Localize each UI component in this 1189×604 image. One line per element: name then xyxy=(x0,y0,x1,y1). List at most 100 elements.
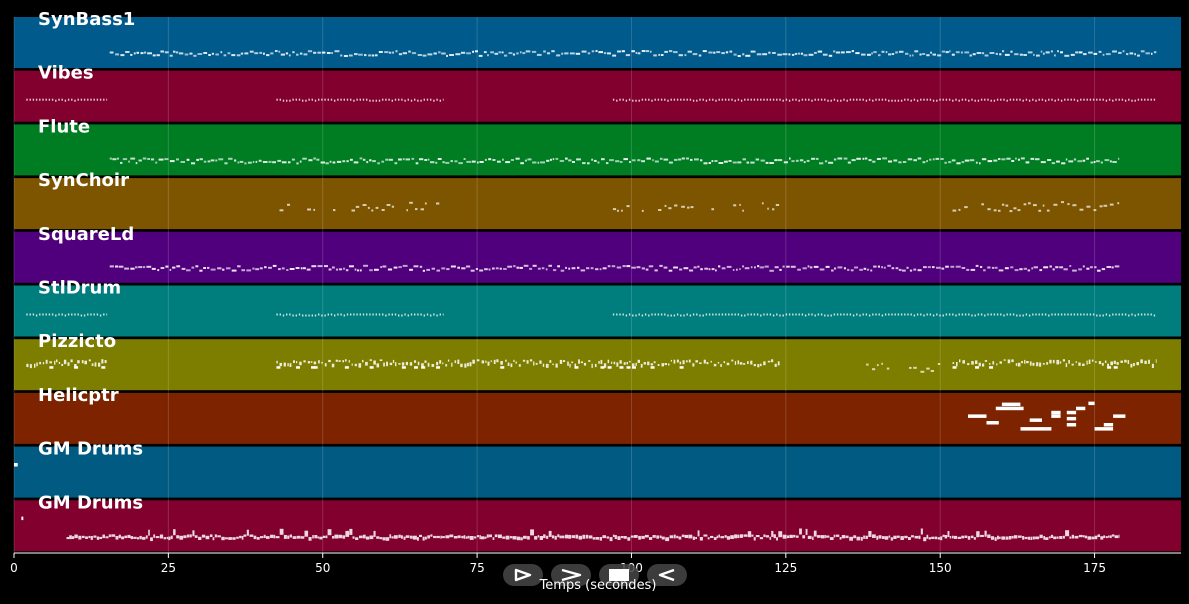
note xyxy=(872,368,876,371)
note xyxy=(330,313,333,316)
note xyxy=(627,537,631,541)
note xyxy=(999,536,1001,539)
note xyxy=(856,536,861,541)
note xyxy=(824,535,826,539)
note xyxy=(1109,203,1114,206)
note xyxy=(957,536,962,539)
note xyxy=(137,537,139,540)
note xyxy=(385,98,387,101)
note xyxy=(265,536,270,539)
note xyxy=(641,98,644,101)
note xyxy=(117,157,119,160)
note xyxy=(173,50,176,53)
note xyxy=(730,535,734,539)
note xyxy=(93,535,97,538)
note xyxy=(865,99,868,102)
note xyxy=(878,313,880,316)
fast-forward-button[interactable] xyxy=(551,564,591,586)
note xyxy=(664,363,667,366)
note xyxy=(350,98,352,101)
note xyxy=(455,53,461,56)
note xyxy=(817,50,823,53)
note xyxy=(699,362,702,364)
note xyxy=(426,313,429,316)
note xyxy=(281,267,285,270)
note xyxy=(1114,265,1120,268)
note xyxy=(859,314,861,317)
note xyxy=(109,157,112,160)
note xyxy=(281,161,287,164)
note xyxy=(1105,53,1111,56)
note xyxy=(1086,360,1088,365)
note xyxy=(955,265,961,268)
note xyxy=(140,52,144,55)
note-block xyxy=(1051,410,1061,415)
note xyxy=(613,361,616,365)
note xyxy=(488,534,492,538)
note xyxy=(635,51,638,54)
note xyxy=(279,209,284,212)
note-block xyxy=(1029,418,1042,422)
note xyxy=(715,313,717,316)
note xyxy=(981,203,984,206)
rewind-button[interactable] xyxy=(647,564,687,586)
note xyxy=(641,160,645,163)
note xyxy=(1028,99,1031,102)
note xyxy=(703,359,706,364)
note xyxy=(1035,536,1040,540)
note xyxy=(445,161,450,164)
note xyxy=(471,160,476,163)
note xyxy=(556,54,561,57)
note xyxy=(929,98,932,101)
play-button[interactable] xyxy=(503,564,543,586)
note xyxy=(817,98,820,101)
note xyxy=(311,265,317,268)
note xyxy=(619,360,622,364)
note xyxy=(234,159,237,162)
note xyxy=(331,363,335,368)
note xyxy=(788,53,791,56)
note xyxy=(742,209,744,212)
note xyxy=(1033,266,1038,269)
note xyxy=(1092,313,1095,316)
note xyxy=(824,314,826,317)
note xyxy=(469,362,472,367)
note xyxy=(769,98,772,101)
note xyxy=(878,98,880,101)
note xyxy=(401,98,403,101)
note xyxy=(436,361,439,366)
note xyxy=(1137,313,1140,316)
note xyxy=(814,51,817,54)
note xyxy=(342,160,346,163)
note xyxy=(537,267,541,270)
note-region xyxy=(612,202,780,212)
note xyxy=(194,535,198,538)
note xyxy=(944,535,948,539)
note xyxy=(1052,359,1055,364)
note xyxy=(340,54,343,57)
note xyxy=(484,268,488,271)
note xyxy=(240,52,244,55)
note xyxy=(398,363,401,365)
note xyxy=(637,52,641,55)
note xyxy=(500,366,505,369)
note xyxy=(995,52,998,55)
note xyxy=(362,313,365,316)
stop-button[interactable] xyxy=(599,564,639,586)
note xyxy=(244,162,247,165)
note xyxy=(971,361,974,365)
note xyxy=(750,161,755,164)
note xyxy=(759,266,765,269)
note xyxy=(417,99,419,102)
note xyxy=(1025,313,1028,316)
note xyxy=(299,160,302,163)
note xyxy=(1096,98,1098,101)
note xyxy=(231,54,236,57)
note xyxy=(421,363,424,368)
note xyxy=(1062,359,1065,362)
note xyxy=(1049,359,1052,364)
note xyxy=(904,313,906,316)
note xyxy=(125,51,130,53)
note xyxy=(1092,98,1095,101)
note xyxy=(774,266,779,269)
